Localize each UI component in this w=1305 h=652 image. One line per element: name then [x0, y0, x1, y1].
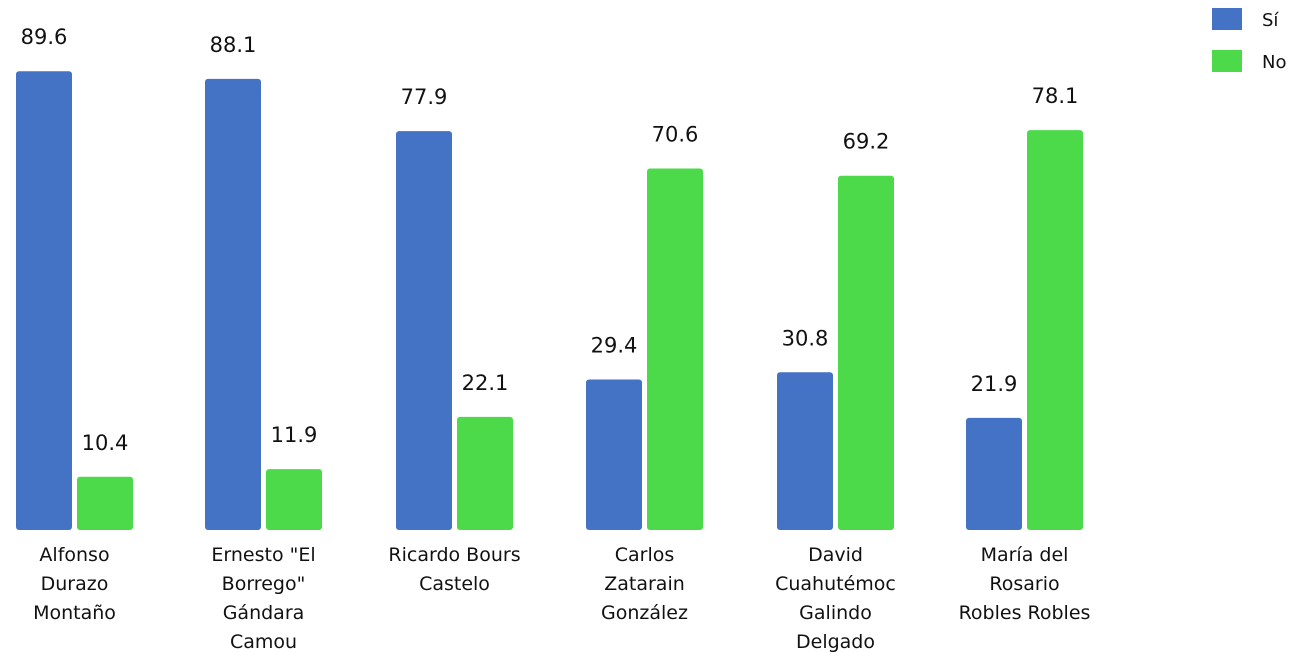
- category-label-line: Durazo: [41, 573, 109, 595]
- bar-si: [777, 372, 833, 530]
- category-label-line: Robles Robles: [959, 602, 1091, 624]
- category-label-line: Zatarain: [604, 573, 685, 595]
- bar-no: [266, 469, 322, 530]
- legend-swatch: [1212, 50, 1242, 72]
- data-label: 29.4: [591, 333, 638, 357]
- category-label-line: Rosario: [989, 573, 1059, 595]
- data-label: 22.1: [462, 371, 509, 395]
- category-group: 77.9 22.1: [396, 85, 513, 531]
- category-label-line: Cuahutémoc: [775, 573, 896, 595]
- category-label-line: Gándara: [223, 602, 305, 624]
- data-label: 30.8: [782, 326, 829, 350]
- data-label: 11.9: [271, 423, 318, 447]
- category-label: Alfonso Durazo Montaño: [33, 544, 116, 624]
- category-label-line: Ernesto "El: [211, 544, 315, 566]
- category-label: Ernesto "El Borrego" Gándara Camou: [211, 544, 315, 652]
- category-group: 89.6 10.4: [16, 25, 133, 531]
- bar-si: [966, 417, 1022, 530]
- category-label-line: María del: [981, 544, 1069, 566]
- legend: Sí No: [1212, 8, 1286, 73]
- category-group: 88.1 11.9: [205, 33, 322, 530]
- data-label: 21.9: [971, 372, 1018, 396]
- legend-label: Sí: [1262, 10, 1279, 31]
- bar-si: [205, 78, 261, 530]
- category-label: María del Rosario Robles Robles: [959, 544, 1091, 624]
- legend-label: No: [1262, 52, 1286, 73]
- data-label: 70.6: [652, 123, 699, 147]
- category-label-line: Castelo: [419, 573, 490, 595]
- data-label: 88.1: [210, 33, 257, 57]
- bar-si: [586, 379, 642, 530]
- category-label-line: Delgado: [796, 631, 875, 652]
- category-label-line: Montaño: [33, 602, 116, 624]
- category-label-line: Galindo: [799, 602, 872, 624]
- category-group: 30.8 69.2: [777, 130, 894, 531]
- data-label: 10.4: [82, 431, 129, 455]
- category-group: 21.9 78.1: [966, 84, 1083, 531]
- bar-no: [647, 168, 703, 530]
- category-label: David Cuahutémoc Galindo Delgado: [775, 544, 896, 652]
- legend-swatch: [1212, 8, 1242, 30]
- bar-no: [1027, 130, 1083, 531]
- category-label-line: Camou: [230, 631, 297, 652]
- category-label-line: David: [808, 544, 863, 566]
- category-label: Ricardo Bours Castelo: [388, 544, 520, 595]
- category-label-line: Alfonso: [39, 544, 109, 566]
- bar-no: [77, 476, 133, 530]
- data-label: 77.9: [401, 85, 448, 109]
- category-label-line: Ricardo Bours: [388, 544, 520, 566]
- data-label: 89.6: [21, 25, 68, 49]
- category-label-line: Borrego": [222, 573, 306, 595]
- bar-si: [16, 71, 72, 531]
- category-group: 29.4 70.6: [586, 123, 703, 530]
- category-label-line: González: [601, 602, 688, 624]
- bar-no: [838, 175, 894, 531]
- data-label: 78.1: [1032, 84, 1079, 108]
- data-label: 69.2: [843, 130, 890, 154]
- category-label: Carlos Zatarain González: [601, 544, 688, 624]
- category-label-line: Carlos: [615, 544, 675, 566]
- bar-no: [457, 416, 513, 530]
- bar-si: [396, 131, 452, 531]
